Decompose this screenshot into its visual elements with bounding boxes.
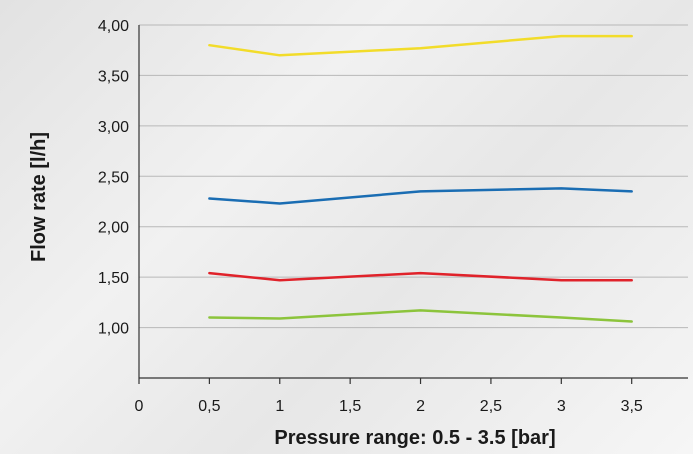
y-tick-label-0: 1,00 [98,321,129,338]
y-tick-label-6: 4,00 [98,18,129,35]
x-tick-label-7: 3,5 [621,398,643,415]
y-tick-labels: 1,00 1,50 2,00 2,50 3,00 3,50 4,00 [98,18,129,338]
x-tick-label-1: 0,5 [198,398,220,415]
x-axis-title: Pressure range: 0.5 - 3.5 [bar] [274,427,555,449]
x-tick-label-3: 1,5 [339,398,361,415]
series-group [208,34,633,323]
x-tick-label-4: 2 [416,398,425,415]
y-tick-label-5: 3,50 [98,68,129,85]
series-line-1 [208,187,633,205]
series-line-2 [208,271,633,282]
x-tick-label-6: 3 [557,398,566,415]
series-line-0 [208,34,633,57]
x-tick-label-5: 2,5 [480,398,502,415]
y-tick-label-2: 2,00 [98,220,129,237]
y-tick-label-4: 3,00 [98,119,129,136]
grid-lines [139,24,688,329]
y-tick-label-3: 2,50 [98,169,129,186]
x-tick-label-2: 1 [275,398,284,415]
axes [138,25,688,384]
series-line-3 [208,309,633,323]
x-tick-labels: 0 0,5 1 1,5 2 2,5 3 3,5 [135,398,643,415]
y-axis-title: Flow rate [l/h] [28,132,50,262]
y-tick-label-1: 1,50 [98,270,129,287]
x-tick-label-0: 0 [135,398,144,415]
